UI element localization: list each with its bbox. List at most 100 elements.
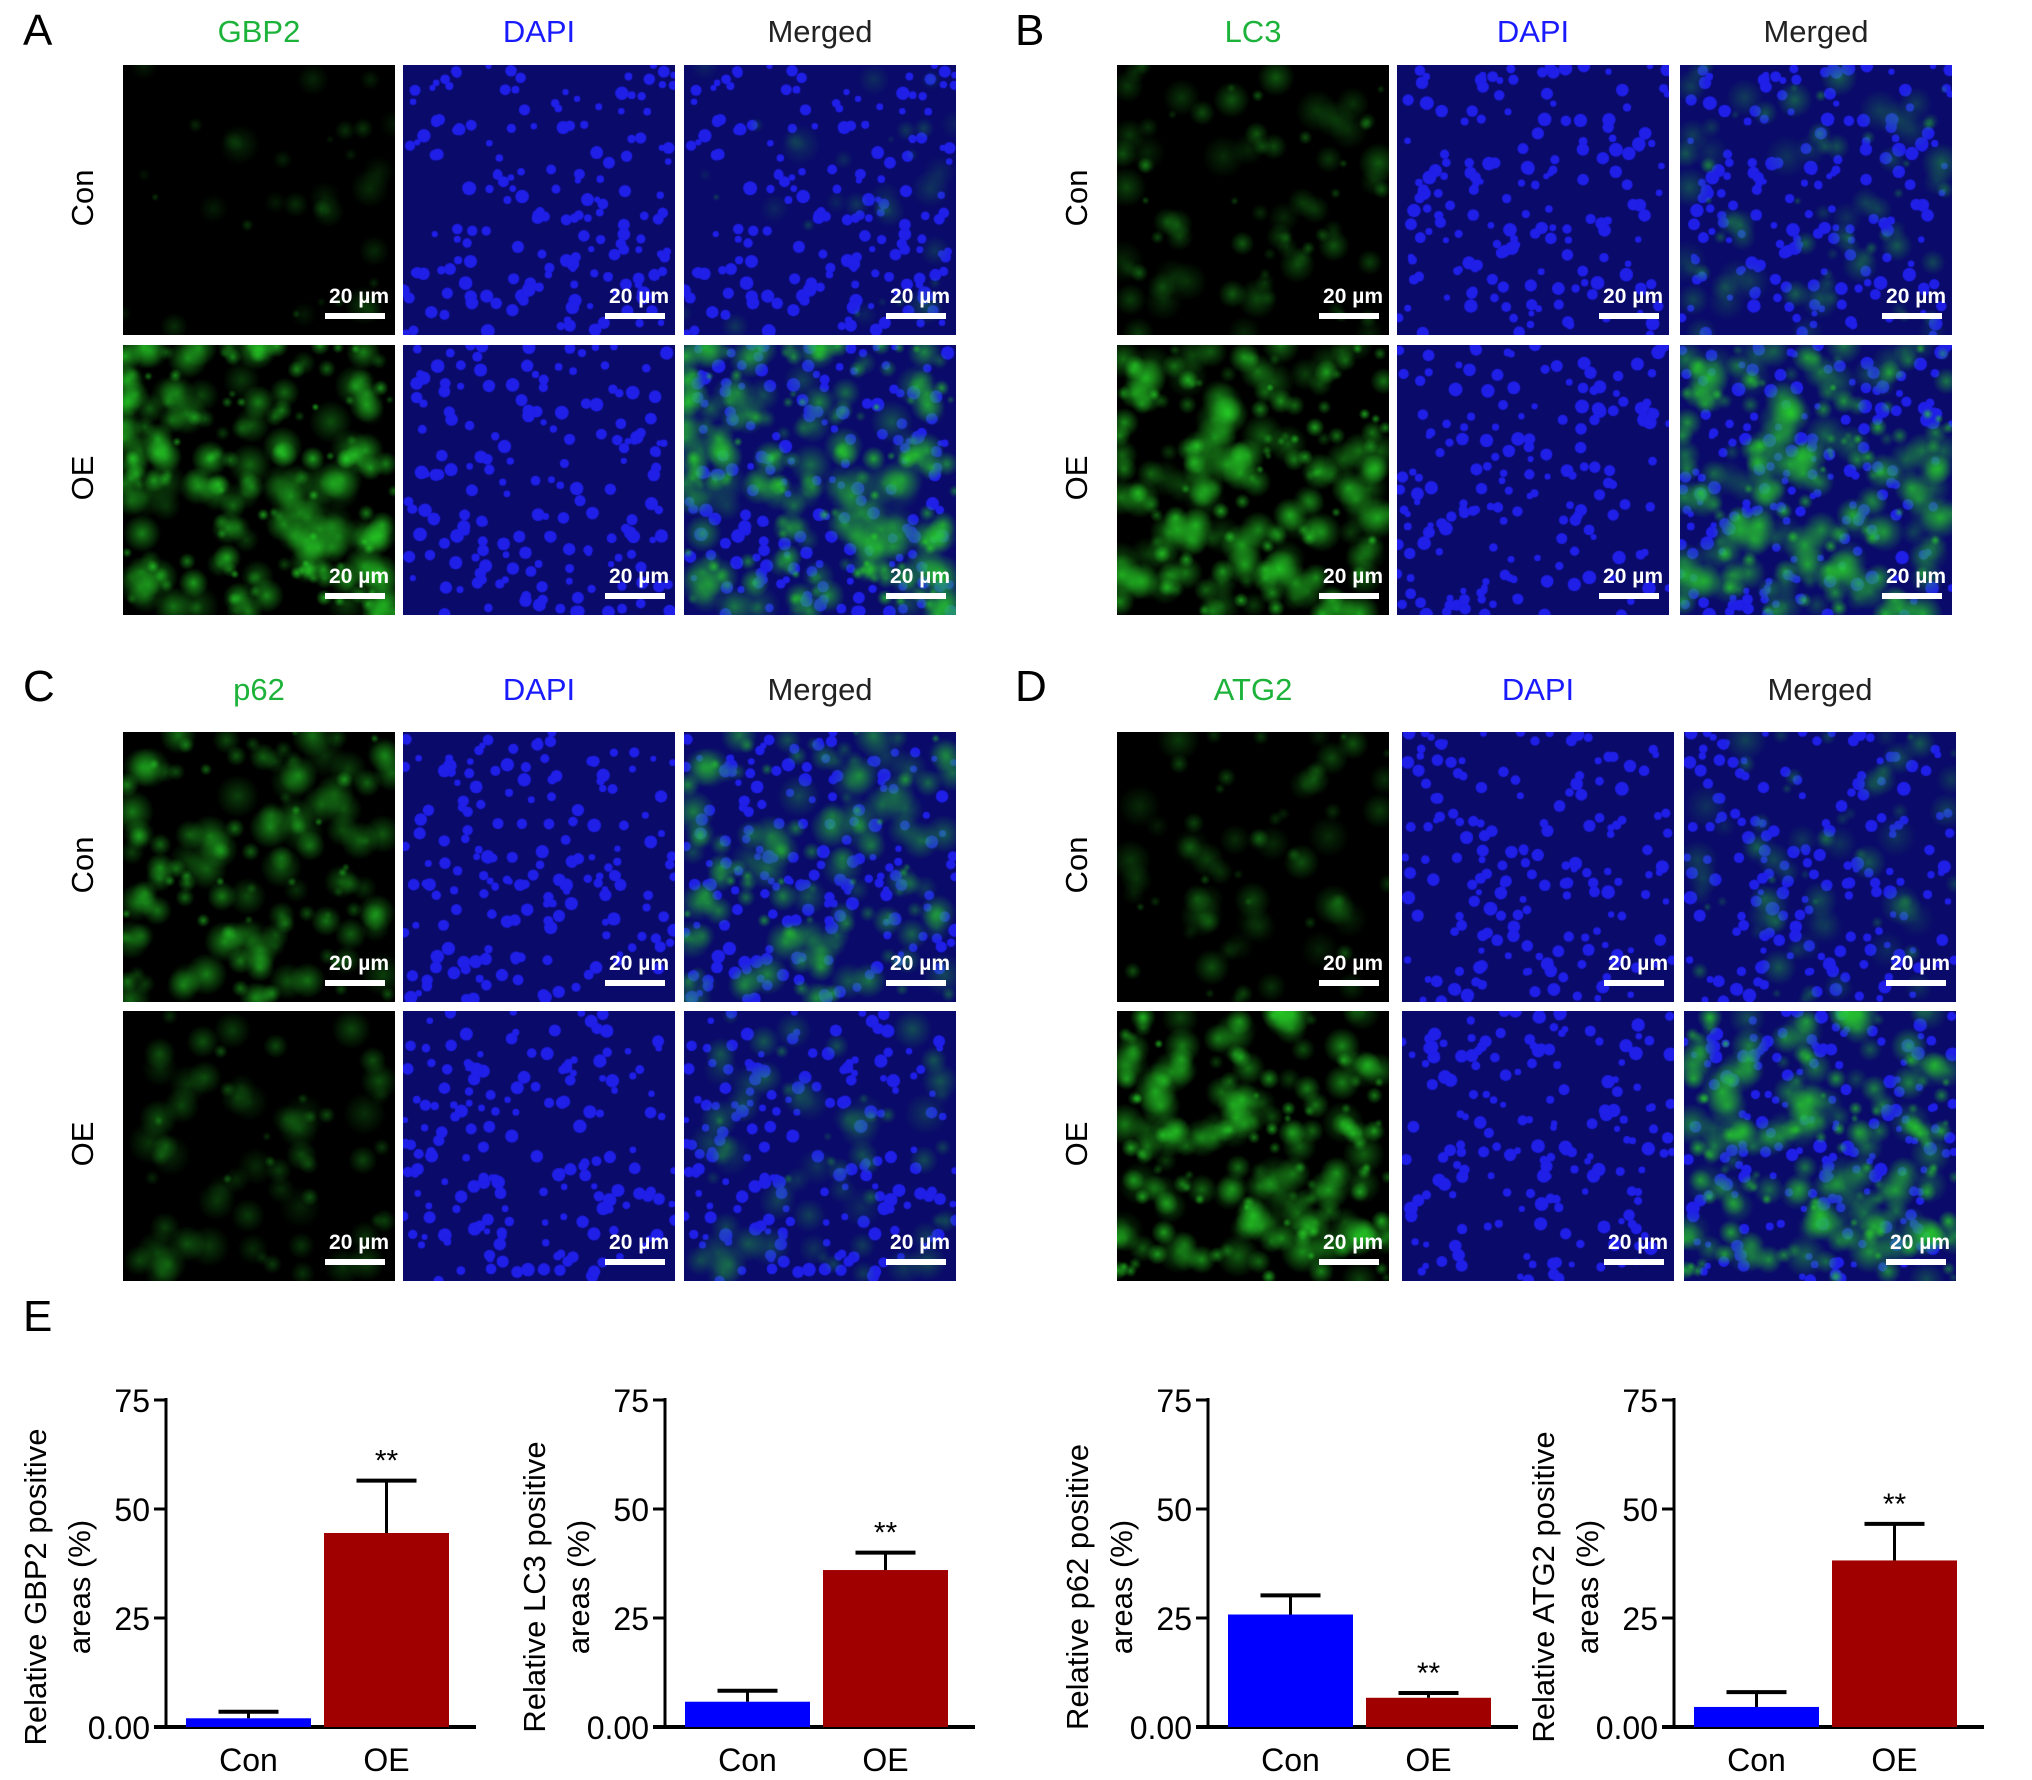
scale-bar [605,313,665,319]
scale-bar-label: 20 µm [1886,565,1946,588]
x-tick-label: OE [363,1742,409,1778]
scale-bar-label: 20 µm [329,285,389,308]
marker-image: 20 µm [123,345,395,615]
scale-bar-label: 20 µm [329,565,389,588]
column-header: Merged [1767,672,1873,707]
significance-label: ** [375,1445,399,1478]
scale-bar-label: 20 µm [609,1231,669,1254]
scale-bar-label: 20 µm [1323,952,1383,975]
micrograph [123,65,395,335]
bar-oe [324,1532,449,1727]
x-tick-label: OE [1871,1742,1917,1778]
y-tick-label: 25 [1156,1601,1192,1637]
scale-bar-label: 20 µm [1886,285,1946,308]
marker-image: 20 µm [1117,1011,1389,1281]
scale-bar-label: 20 µm [329,1231,389,1254]
scale-bar-label: 20 µm [1608,952,1668,975]
column-header: DAPI [1496,14,1570,49]
scale-bar [1319,593,1379,599]
dapi-image: 20 µm [403,65,675,335]
merged-image: 20 µm [684,732,956,1002]
scale-bar [325,1259,385,1265]
dapi-image: 20 µm [403,345,675,615]
bar-chart: 0.00 25 50 75 Relative ATG2 positive areas (%… [1526,1383,1984,1778]
bar-oe [1832,1560,1957,1727]
scale-bar [1599,313,1659,319]
micrograph [403,1011,675,1281]
y-tick-label: 75 [613,1383,649,1419]
panel-letter: D [1015,662,1047,711]
dapi-image: 20 µm [1402,1011,1674,1281]
micrograph [1684,1011,1956,1281]
significance-label: ** [1417,1657,1441,1690]
merged-image: 20 µm [684,1011,956,1281]
scale-bar-label: 20 µm [609,565,669,588]
micrograph [684,732,956,1002]
dapi-image: 20 µm [1402,732,1674,1002]
scale-bar [1604,1259,1664,1265]
bar-chart: 0.00 25 50 75 Relative LC3 positive areas (%)… [517,1383,975,1778]
scale-bar [605,593,665,599]
scale-bar-label: 20 µm [890,285,950,308]
panel-letter: A [23,6,53,55]
scale-bar [1886,1259,1946,1265]
micrograph [684,65,956,335]
scale-bar-label: 20 µm [1323,285,1383,308]
micrograph [1680,345,1952,615]
dapi-image: 20 µm [403,1011,675,1281]
merged-image: 20 µm [1684,732,1956,1002]
column-header: LC3 [1224,14,1282,49]
significance-label: ** [1883,1488,1907,1521]
micrograph [123,345,395,615]
micrograph [1680,65,1952,335]
scale-bar-label: 20 µm [1603,285,1663,308]
micrograph [1117,1011,1389,1281]
scale-bar-label: 20 µm [1890,1231,1950,1254]
micrograph [1397,65,1669,335]
column-header: DAPI [1501,672,1575,707]
scale-bar-label: 20 µm [329,952,389,975]
y-tick-label: 75 [114,1383,150,1419]
y-axis-label: Relative ATG2 positive [1526,1431,1561,1742]
scale-bar-label: 20 µm [890,952,950,975]
micrograph [1397,345,1669,615]
bar-oe [1366,1697,1491,1727]
dapi-image: 20 µm [1397,345,1669,615]
micrograph [403,345,675,615]
y-axis-label: areas (%) [62,1520,97,1654]
merged-image: 20 µm [684,65,956,335]
x-tick-label: Con [1261,1742,1320,1778]
scale-bar-label: 20 µm [1890,952,1950,975]
column-header: GBP2 [217,14,301,49]
micrograph [1117,345,1389,615]
significance-label: ** [874,1517,898,1550]
bar-con [685,1701,810,1727]
y-tick-label: 75 [1156,1383,1192,1419]
micrograph [1402,1011,1674,1281]
y-axis-label: areas (%) [1104,1520,1139,1654]
bar-chart: 0.00 25 50 75 Relative GBP2 positive areas (%… [18,1383,476,1778]
scale-bar [1599,593,1659,599]
scale-bar-label: 20 µm [609,285,669,308]
micrograph [1117,65,1389,335]
scale-bar [886,313,946,319]
scale-bar-label: 20 µm [609,952,669,975]
bar-oe [823,1570,948,1727]
scale-bar [1319,313,1379,319]
bar-chart: 0.00 25 50 75 Relative p62 positive areas (%)… [1060,1383,1518,1778]
x-tick-label: OE [862,1742,908,1778]
column-header: Merged [1763,14,1869,49]
marker-image: 20 µm [1117,65,1389,335]
micrograph [403,65,675,335]
marker-image: 20 µm [123,732,395,1002]
scale-bar-label: 20 µm [890,1231,950,1254]
scale-bar [1319,1259,1379,1265]
micrograph [684,345,956,615]
scale-bar [886,980,946,986]
bar-con [186,1718,311,1727]
panel-letter: E [23,1292,53,1341]
x-tick-label: Con [1727,1742,1786,1778]
marker-image: 20 µm [123,1011,395,1281]
y-tick-label: 0.00 [1596,1710,1658,1746]
